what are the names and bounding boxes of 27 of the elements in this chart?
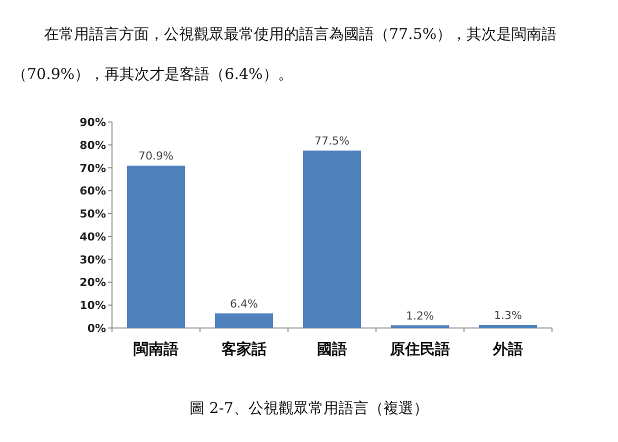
y-tick-label: 90%: [80, 116, 106, 129]
x-tick-label: 原住民語: [389, 341, 450, 358]
data-label: 1.2%: [406, 309, 434, 322]
bar: [214, 313, 274, 328]
bar: [390, 325, 450, 328]
x-tick-label: 閩南語: [134, 341, 178, 358]
x-tick-label: 國語: [317, 341, 347, 358]
bar: [478, 325, 538, 328]
data-label: 70.9%: [138, 150, 174, 163]
y-tick-label: 50%: [80, 208, 106, 221]
bar: [302, 150, 362, 328]
x-tick-label: 客家話: [220, 340, 266, 358]
y-tick-label: 30%: [80, 253, 106, 266]
y-tick-label: 60%: [80, 184, 106, 198]
data-label: 1.3%: [494, 309, 522, 322]
y-tick-label: 0%: [87, 322, 106, 335]
data-label: 77.5%: [314, 134, 350, 148]
bar: [126, 166, 186, 328]
y-tick-label: 10%: [80, 299, 106, 312]
x-tick-label: 外語: [492, 341, 523, 358]
y-tick-label: 20%: [80, 276, 106, 290]
text: 圖 2-7、公視觀眾常用語言（複選）: [190, 399, 428, 417]
y-tick-label: 40%: [80, 230, 106, 244]
y-tick-label: 70%: [80, 162, 106, 175]
text: 在常用語言方面，公視觀眾最常使用的語言為國語（77.5%），其次是閩南語（70.9%），再其次才是客語（6.4%）。: [12, 25, 557, 83]
y-tick-label: 80%: [80, 138, 106, 152]
data-label: 6.4%: [230, 297, 258, 310]
